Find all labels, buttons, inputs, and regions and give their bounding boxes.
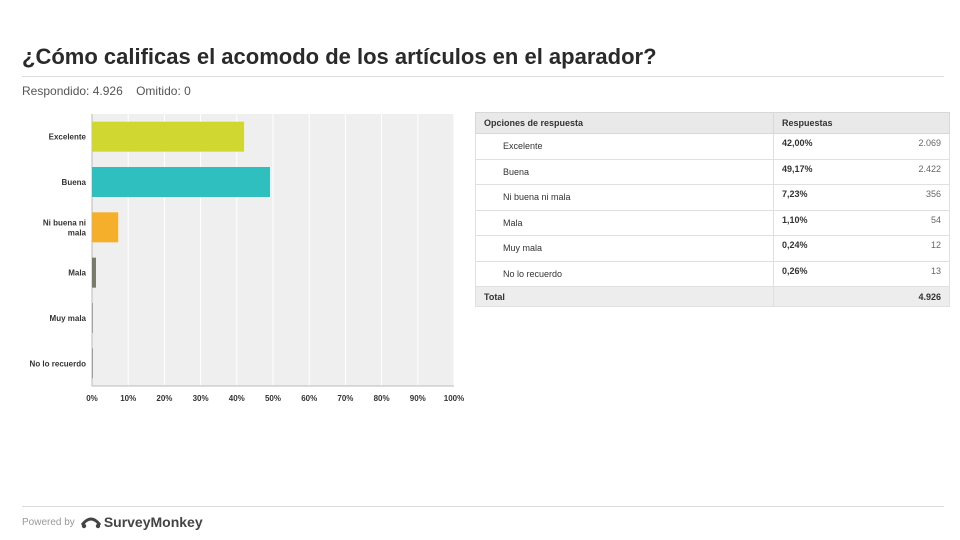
x-tick-label: 60% [301, 394, 317, 403]
bar-muy-mala [92, 303, 93, 333]
table-header-row: Opciones de respuesta Respuestas [475, 112, 950, 134]
row-responses: 1,10% 54 [773, 209, 950, 236]
row-option: Excelente [475, 133, 774, 160]
row-count: 2.069 [918, 138, 941, 148]
table-body: Excelente 42,00% 2.069 Buena 49,17% 2.422 Ni b… [475, 133, 950, 307]
table-row: Excelente 42,00% 2.069 [475, 133, 950, 160]
skipped-count: Omitido: 0 [136, 84, 191, 98]
surveymonkey-logo-icon [80, 517, 101, 529]
row-count: 54 [930, 214, 941, 225]
x-tick-label: 10% [120, 394, 136, 403]
row-percent: 1,10% [782, 214, 808, 225]
bar-mala [92, 257, 96, 288]
bar-buena [92, 167, 270, 197]
row-percent: 7,23% [782, 189, 808, 199]
brand-name[interactable]: SurveyMonkey [103, 514, 203, 530]
title-divider [22, 76, 944, 77]
page-title: ¿Cómo calificas el acomodo de los artícu… [22, 44, 657, 69]
row-option: Muy mala [475, 235, 774, 262]
row-count: 13 [930, 265, 941, 276]
row-option: Buena [475, 158, 774, 185]
x-tick-label: 40% [229, 394, 245, 403]
column-header-option: Opciones de respuesta [475, 112, 774, 134]
category-label: No lo recuerdo [30, 359, 87, 368]
row-responses: 0,26% 13 [773, 260, 950, 287]
category-label: Buena [62, 178, 87, 187]
category-label: Muy mala [50, 314, 87, 323]
x-tick-label: 20% [156, 394, 172, 403]
row-percent: 42,00% [782, 138, 813, 148]
total-cell: 4.926 [773, 286, 950, 307]
row-option: No lo recuerdo [475, 260, 774, 287]
table-row: Muy mala 0,24% 12 [475, 235, 950, 262]
x-tick-label: 0% [86, 394, 98, 403]
row-percent: 0,26% [782, 265, 808, 276]
bar-ni-buena-ni-mala [92, 212, 119, 243]
x-tick-label: 100% [444, 394, 464, 403]
column-header-responses: Respuestas [773, 112, 950, 134]
x-tick-label: 30% [193, 394, 209, 403]
x-tick-label: 90% [410, 394, 426, 403]
category-label: mala [68, 228, 87, 237]
row-responses: 42,00% 2.069 [773, 133, 950, 160]
row-percent: 49,17% [782, 163, 813, 174]
answered-count: Respondido: 4.926 [22, 84, 123, 98]
bar-chart: 0% 10% 20% 30% 40% 50% 60% 70% 80% 90% 100% Excelen… [30, 114, 464, 403]
table-row: No lo recuerdo 0,26% 13 [475, 260, 950, 287]
bar-no-lo-recuerdo [92, 348, 93, 379]
bar-excelente [92, 121, 245, 152]
row-count: 356 [925, 189, 941, 199]
total-value: 4.926 [918, 291, 941, 302]
x-tick-label: 80% [374, 394, 390, 403]
x-tick-label: 70% [337, 394, 353, 403]
row-count: 2.422 [918, 163, 941, 174]
category-label: Ni buena ni [43, 218, 86, 227]
footer: Powered by SurveyMonkey [22, 514, 203, 530]
x-tick-label: 50% [265, 394, 281, 403]
row-responses: 49,17% 2.422 [773, 158, 950, 185]
powered-by-text: Powered by [22, 516, 75, 528]
total-label: Total [475, 286, 774, 307]
response-stats: Respondido: 4.926 Omitido: 0 [22, 84, 201, 98]
results-table: Opciones de respuesta Respuestas Excelen… [475, 112, 950, 307]
table-row: Ni buena ni mala 7,23% 356 [475, 184, 950, 211]
category-label: Excelente [49, 133, 87, 142]
table-total-row: Total 4.926 [475, 286, 950, 307]
table-row: Mala 1,10% 54 [475, 209, 950, 236]
row-option: Ni buena ni mala [475, 184, 774, 211]
footer-divider [22, 506, 944, 507]
row-percent: 0,24% [782, 240, 808, 250]
row-responses: 7,23% 356 [773, 184, 950, 211]
table-row: Buena 49,17% 2.422 [475, 158, 950, 185]
row-count: 12 [930, 240, 941, 250]
row-option: Mala [475, 209, 774, 236]
category-label: Mala [68, 269, 86, 278]
row-responses: 0,24% 12 [773, 235, 950, 262]
